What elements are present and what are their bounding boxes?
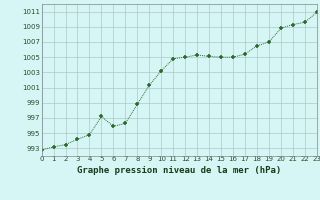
X-axis label: Graphe pression niveau de la mer (hPa): Graphe pression niveau de la mer (hPa) [77,166,281,175]
